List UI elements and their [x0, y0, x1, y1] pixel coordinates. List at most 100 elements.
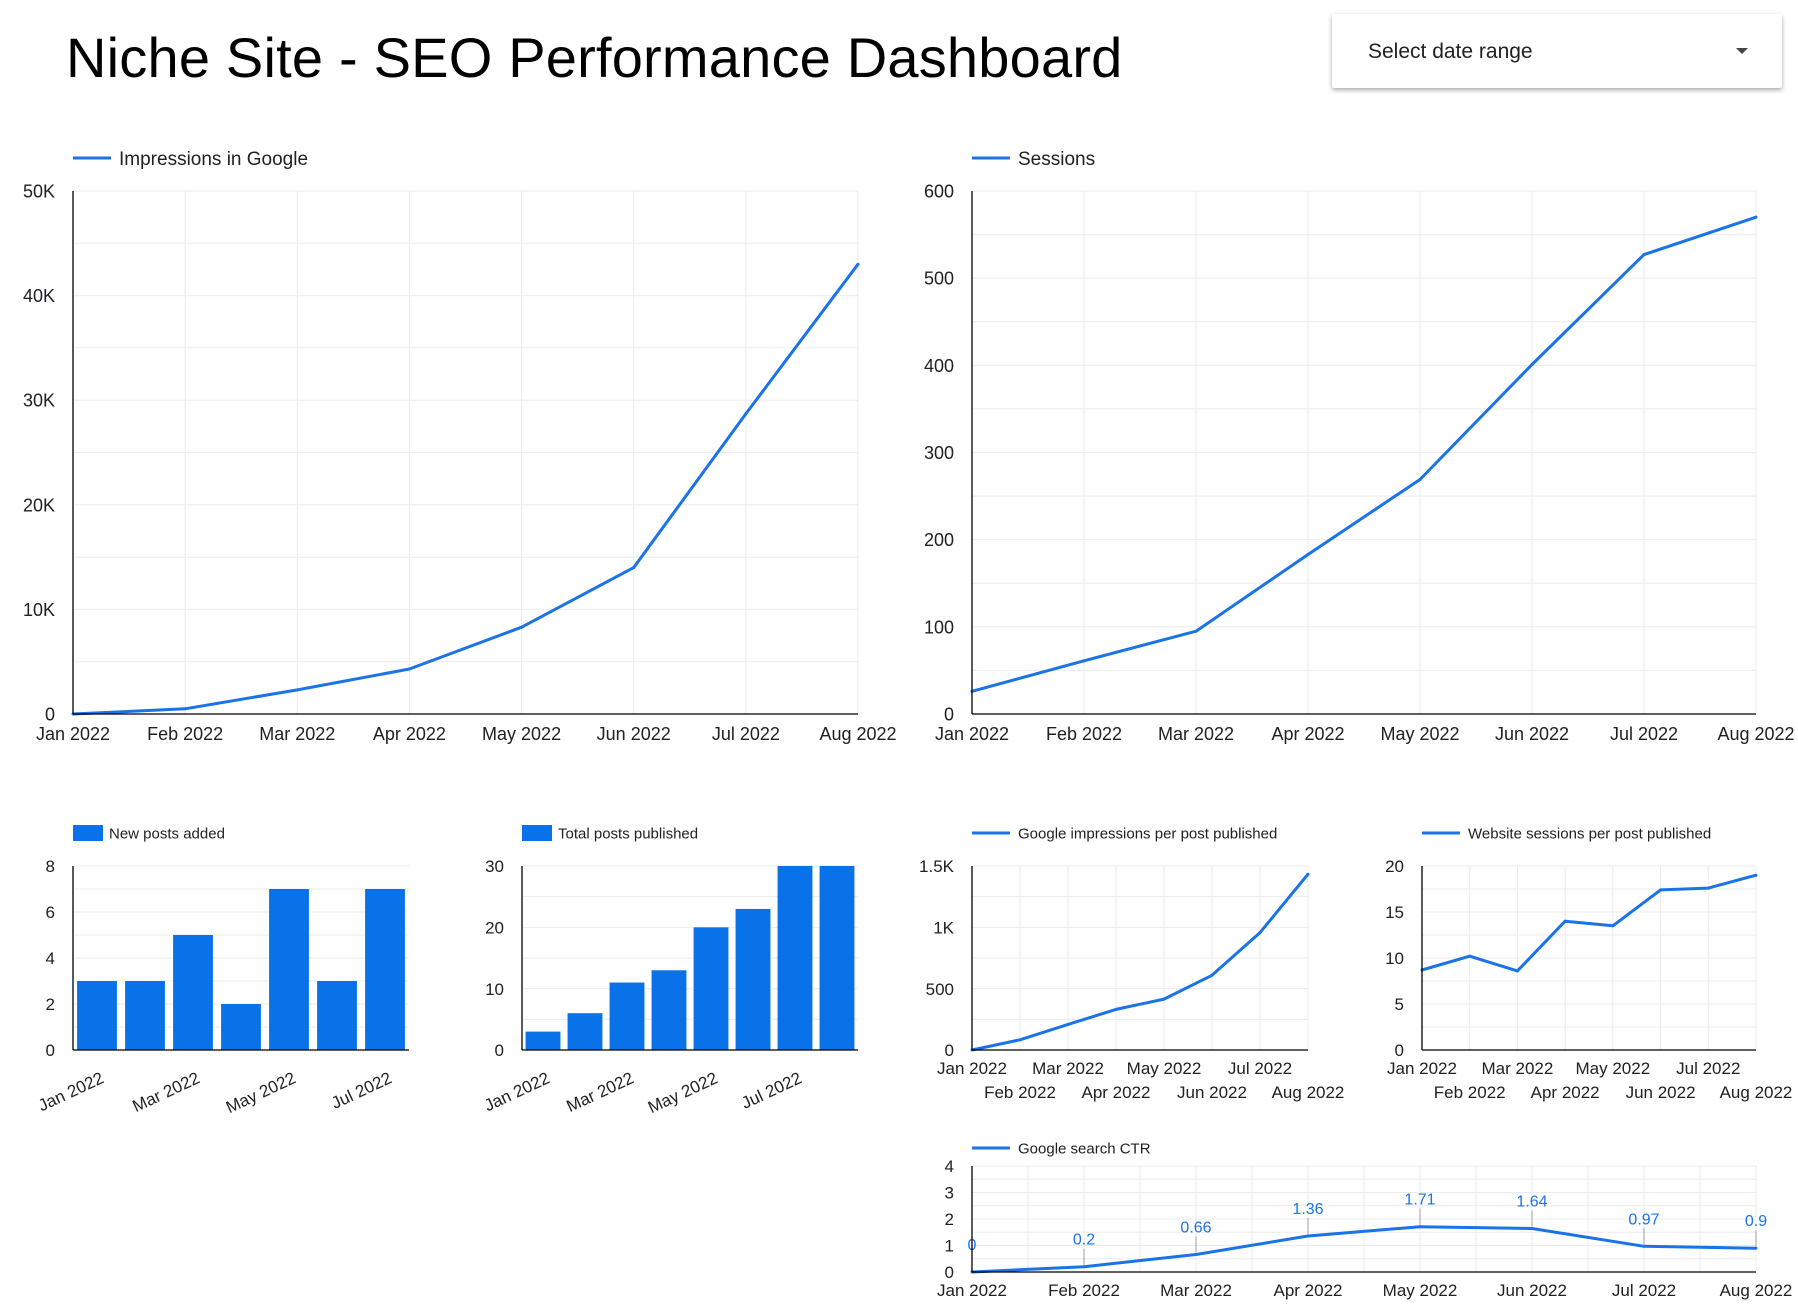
x-tick-label: Feb 2022 — [1048, 1281, 1120, 1300]
data-point — [1418, 1225, 1422, 1229]
data-point — [1082, 1265, 1086, 1269]
chart-new-posts: New posts added 0 2 4 6 8 Jan 2022 Mar 2022 May … — [35, 825, 409, 1117]
data-label: 1.71 — [1404, 1192, 1435, 1209]
y-tick-label: 0 — [46, 1041, 55, 1060]
x-tick-label: May 2022 — [1576, 1059, 1651, 1078]
x-tick-label: Mar 2022 — [130, 1068, 203, 1116]
y-tick-label: 10 — [1385, 949, 1404, 968]
x-tick-label: Jun 2022 — [1626, 1083, 1696, 1102]
bar — [777, 866, 813, 1050]
y-tick-label: 0 — [495, 1041, 504, 1060]
x-tick-label: Mar 2022 — [259, 724, 335, 744]
data-point — [295, 688, 299, 692]
y-tick-label: 10 — [485, 980, 504, 999]
y-tick-label: 0 — [944, 704, 954, 724]
y-tick-label: 100 — [924, 617, 954, 637]
x-tick-label: Jan 2022 — [481, 1068, 552, 1115]
x-tick-label: Jan 2022 — [1387, 1059, 1457, 1078]
x-tick-label: Jan 2022 — [937, 1059, 1007, 1078]
data-point — [1515, 969, 1519, 973]
data-point — [1642, 1244, 1646, 1248]
x-tick-label: Jul 2022 — [328, 1068, 394, 1112]
data-point — [1306, 552, 1310, 556]
x-tick-label: Jun 2022 — [1495, 724, 1569, 744]
x-tick-label: Mar 2022 — [1160, 1281, 1232, 1300]
data-point — [520, 625, 524, 629]
x-tick-label: Aug 2022 — [1272, 1083, 1345, 1102]
y-tick-label: 30K — [23, 391, 55, 411]
bar — [317, 981, 357, 1050]
x-tick-label: Jul 2022 — [738, 1068, 804, 1112]
legend-label: New posts added — [109, 825, 225, 842]
x-tick-label: Mar 2022 — [1032, 1059, 1104, 1078]
x-tick-label: May 2022 — [223, 1068, 299, 1117]
y-tick-label: 1 — [945, 1237, 954, 1256]
data-point — [1611, 924, 1615, 928]
x-tick-label: May 2022 — [482, 724, 561, 744]
x-tick-label: Jul 2022 — [1228, 1059, 1292, 1078]
data-point — [1258, 931, 1262, 935]
gridlines — [971, 865, 1309, 1050]
x-tick-label: May 2022 — [1383, 1281, 1458, 1300]
data-point — [1754, 1246, 1758, 1250]
y-tick-label: 500 — [924, 269, 954, 289]
gridlines — [72, 190, 859, 714]
legend-label: Google impressions per post published — [1018, 825, 1277, 842]
bar — [525, 1031, 561, 1050]
bar — [651, 970, 687, 1050]
y-tick-label: 300 — [924, 443, 954, 463]
x-tick-label: Aug 2022 — [1717, 724, 1794, 744]
y-tick-label: 15 — [1385, 903, 1404, 922]
y-tick-label: 400 — [924, 356, 954, 376]
data-point — [1066, 1022, 1070, 1026]
x-tick-label: Aug 2022 — [1720, 1083, 1793, 1102]
data-point — [1082, 659, 1086, 663]
series-line — [971, 1225, 1757, 1274]
data-label: 1.36 — [1292, 1201, 1323, 1218]
bar — [125, 981, 165, 1050]
chart-impr-per-post: Google impressions per post published 0 50… — [919, 825, 1344, 1102]
bar — [819, 866, 855, 1050]
data-label: 0.2 — [1073, 1232, 1095, 1249]
data-point — [1706, 886, 1710, 890]
data-point — [1194, 1253, 1198, 1257]
y-tick-label: 40K — [23, 286, 55, 306]
y-tick-label: 20 — [485, 918, 504, 937]
data-point — [1210, 973, 1214, 977]
data-point — [407, 667, 411, 671]
x-tick-label: Apr 2022 — [373, 724, 446, 744]
y-tick-label: 0 — [45, 704, 55, 724]
x-tick-label: Jan 2022 — [35, 1068, 106, 1115]
y-tick-label: 2 — [46, 995, 55, 1014]
legend-swatch — [73, 825, 103, 841]
x-tick-label: Feb 2022 — [1434, 1083, 1506, 1102]
y-tick-label: 8 — [46, 857, 55, 876]
date-range-select[interactable]: Select date range — [1332, 14, 1782, 88]
x-tick-label: May 2022 — [645, 1068, 721, 1117]
data-label: 0.97 — [1628, 1211, 1659, 1228]
y-tick-label: 0 — [945, 1263, 954, 1282]
y-tick-label: 20 — [1385, 857, 1404, 876]
legend-label: Impressions in Google — [119, 149, 308, 170]
x-tick-label: Jan 2022 — [935, 724, 1009, 744]
bar — [693, 927, 729, 1050]
y-tick-label: 10K — [23, 600, 55, 620]
x-tick-label: May 2022 — [1380, 724, 1459, 744]
x-tick-label: Jul 2022 — [1612, 1281, 1676, 1300]
data-point — [1642, 253, 1646, 257]
x-tick-label: Jul 2022 — [1676, 1059, 1740, 1078]
series-line — [971, 215, 1757, 693]
series-line — [72, 263, 860, 716]
data-point — [183, 707, 187, 711]
data-label: 1.64 — [1516, 1194, 1547, 1211]
x-tick-label: Feb 2022 — [1046, 724, 1122, 744]
x-tick-label: Jan 2022 — [36, 724, 110, 744]
data-point — [1468, 954, 1472, 958]
x-tick-label: Aug 2022 — [1720, 1281, 1793, 1300]
data-point — [1530, 1227, 1534, 1231]
data-point — [744, 412, 748, 416]
y-tick-label: 2 — [945, 1210, 954, 1229]
chevron-down-icon[interactable] — [1736, 48, 1748, 54]
data-point — [632, 566, 636, 570]
x-tick-label: Apr 2022 — [1082, 1083, 1151, 1102]
